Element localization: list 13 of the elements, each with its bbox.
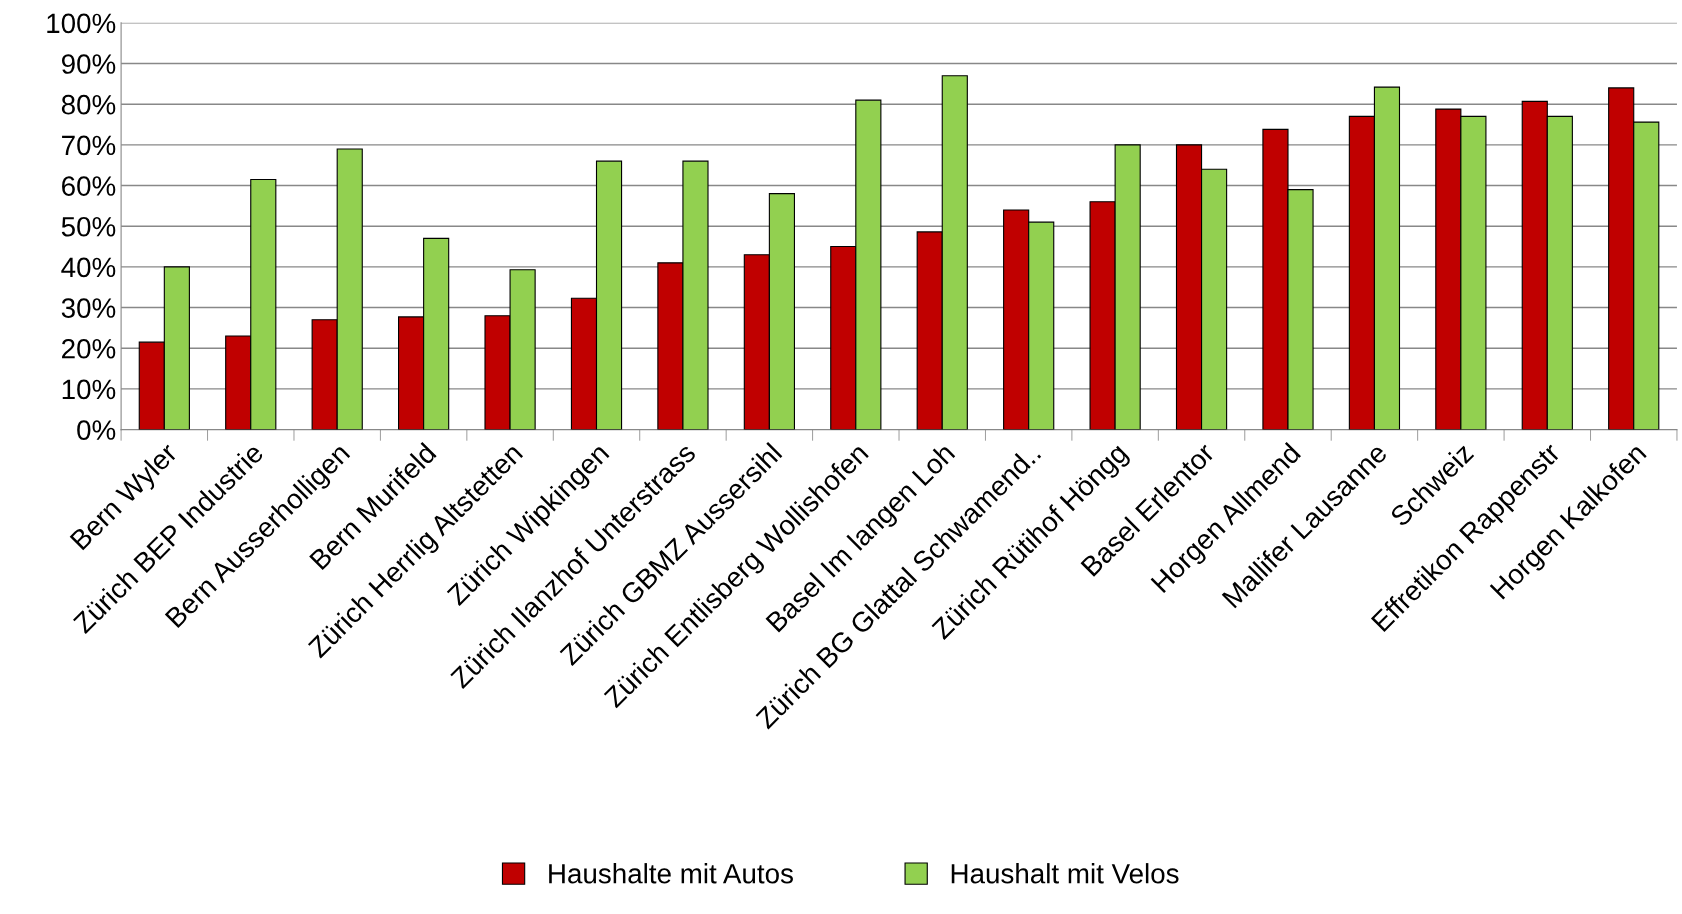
y-tick-label: 70%	[62, 135, 116, 156]
legend-label: Haushalte mit Autos	[549, 863, 793, 884]
y-tick-label: 40%	[61, 257, 116, 278]
y-tick-label: 90%	[61, 54, 116, 74]
y-tick-label: 20%	[62, 338, 116, 359]
y-tick-label: 60%	[62, 176, 116, 196]
y-tick-label: 80%	[61, 94, 116, 115]
y-tick-label: 10%	[62, 379, 116, 400]
y-tick-label: 50%	[61, 216, 116, 237]
y-tick-label: 0%	[77, 420, 116, 440]
y-tick-label: 100%	[47, 13, 116, 34]
y-tick-label: 30%	[61, 298, 116, 318]
legend-label: Haushalt mit Velos	[951, 863, 1179, 884]
